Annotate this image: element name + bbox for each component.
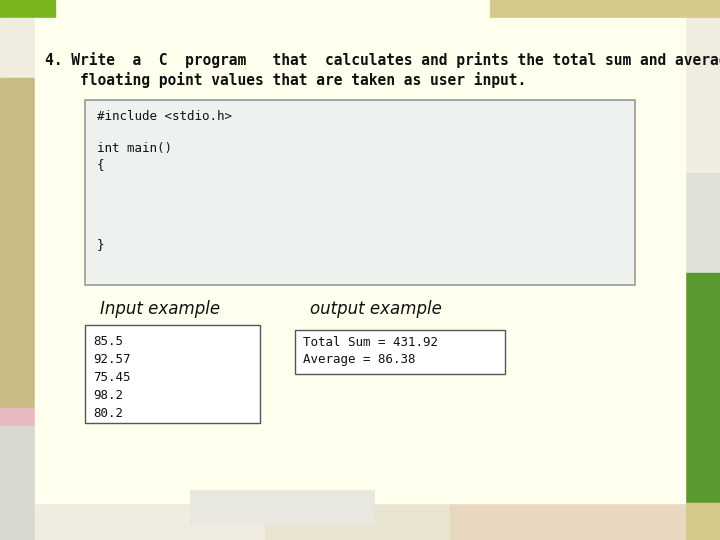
Bar [35, 503, 265, 540]
Bar [450, 503, 685, 540]
Bar [0, 426, 35, 540]
Bar [190, 490, 375, 525]
Bar [0, 408, 35, 426]
Bar [685, 273, 720, 503]
Bar [85, 100, 635, 285]
Text: 85.5: 85.5 [93, 335, 123, 348]
Text: #include <stdio.h>: #include <stdio.h> [97, 110, 232, 123]
Text: {: { [97, 158, 104, 171]
Text: 80.2: 80.2 [93, 407, 123, 420]
Bar [0, 78, 35, 408]
Text: 98.2: 98.2 [93, 389, 123, 402]
Text: int main(): int main() [97, 142, 172, 155]
Bar [265, 503, 450, 540]
Bar [295, 330, 505, 374]
Text: }: } [97, 238, 104, 251]
Text: Input example: Input example [100, 300, 220, 318]
Bar [685, 503, 720, 540]
Text: Average = 86.38: Average = 86.38 [303, 353, 415, 366]
Text: output example: output example [310, 300, 442, 318]
Text: 4. Write  a  C  program   that  calculates and prints the total sum and average : 4. Write a C program that calculates and… [45, 52, 720, 68]
Text: 75.45: 75.45 [93, 371, 130, 384]
Bar [490, 0, 720, 18]
Bar [0, 0, 55, 18]
Text: 92.57: 92.57 [93, 353, 130, 366]
Bar [85, 325, 260, 423]
Text: floating point values that are taken as user input.: floating point values that are taken as … [45, 72, 526, 88]
Bar [35, 18, 685, 503]
Text: Total Sum = 431.92: Total Sum = 431.92 [303, 336, 438, 349]
Bar [0, 18, 35, 78]
Bar [685, 18, 720, 173]
Bar [685, 173, 720, 273]
